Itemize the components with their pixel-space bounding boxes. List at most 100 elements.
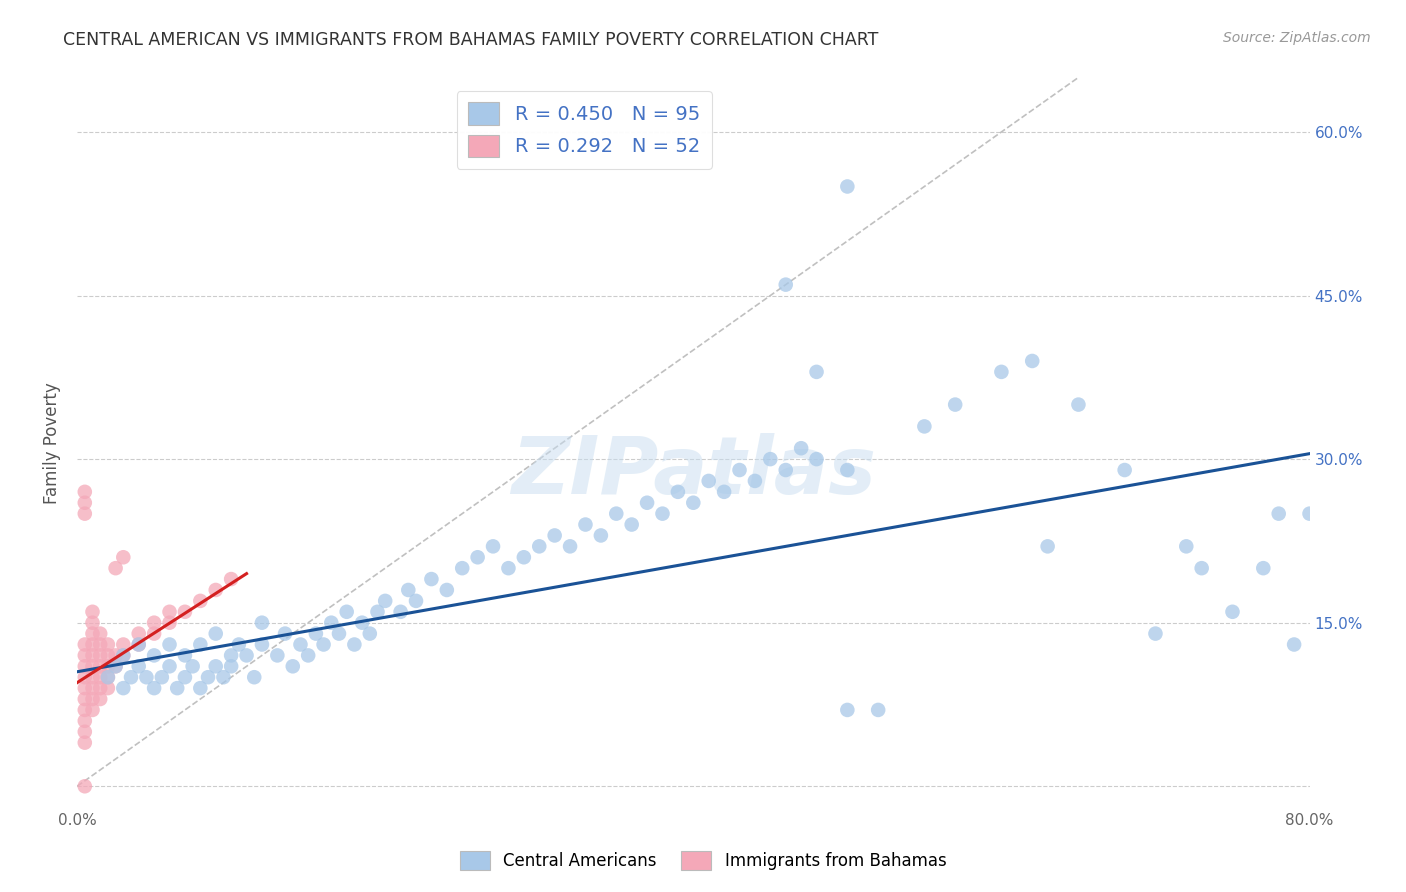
Point [513, 550, 536, 565]
Point [89, 626, 111, 640]
Point [135, 670, 157, 684]
Point [89, 681, 111, 695]
Legend: Central Americans, Immigrants from Bahamas: Central Americans, Immigrants from Baham… [453, 844, 953, 877]
Point [744, 474, 766, 488]
Point [120, 670, 142, 684]
Point [305, 626, 328, 640]
Point [89, 670, 111, 684]
Point [912, 419, 935, 434]
Point [73, 638, 96, 652]
Point [405, 594, 427, 608]
Point [112, 648, 135, 663]
Point [204, 626, 226, 640]
Point [498, 561, 520, 575]
Point [775, 277, 797, 292]
Point [436, 582, 458, 597]
Point [204, 659, 226, 673]
Point [212, 670, 235, 684]
Point [1191, 561, 1213, 575]
Point [1267, 507, 1289, 521]
Point [97, 648, 120, 663]
Point [97, 659, 120, 673]
Point [759, 452, 782, 467]
Point [374, 594, 396, 608]
Point [89, 638, 111, 652]
Point [188, 638, 211, 652]
Point [204, 582, 226, 597]
Point [73, 484, 96, 499]
Point [359, 626, 381, 640]
Point [713, 484, 735, 499]
Point [274, 626, 297, 640]
Point [82, 626, 104, 640]
Point [321, 615, 343, 630]
Point [366, 605, 388, 619]
Point [420, 572, 443, 586]
Point [543, 528, 565, 542]
Point [97, 681, 120, 695]
Point [1021, 354, 1043, 368]
Point [188, 594, 211, 608]
Point [97, 638, 120, 652]
Point [97, 670, 120, 684]
Point [990, 365, 1012, 379]
Point [73, 648, 96, 663]
Point [228, 638, 250, 652]
Point [682, 496, 704, 510]
Point [143, 626, 166, 640]
Point [1144, 626, 1167, 640]
Point [775, 463, 797, 477]
Point [159, 659, 181, 673]
Point [174, 670, 197, 684]
Point [174, 648, 197, 663]
Point [328, 626, 350, 640]
Point [352, 615, 374, 630]
Point [837, 463, 859, 477]
Point [1067, 398, 1090, 412]
Point [166, 681, 188, 695]
Point [82, 605, 104, 619]
Point [82, 670, 104, 684]
Point [73, 659, 96, 673]
Point [1282, 638, 1305, 652]
Point [188, 681, 211, 695]
Point [159, 605, 181, 619]
Point [620, 517, 643, 532]
Point [159, 638, 181, 652]
Point [1114, 463, 1136, 477]
Point [143, 615, 166, 630]
Point [389, 605, 412, 619]
Point [143, 648, 166, 663]
Text: CENTRAL AMERICAN VS IMMIGRANTS FROM BAHAMAS FAMILY POVERTY CORRELATION CHART: CENTRAL AMERICAN VS IMMIGRANTS FROM BAHA… [63, 31, 879, 49]
Point [73, 692, 96, 706]
Point [82, 648, 104, 663]
Point [943, 398, 966, 412]
Point [104, 659, 127, 673]
Point [82, 692, 104, 706]
Point [73, 703, 96, 717]
Point [89, 648, 111, 663]
Point [243, 670, 266, 684]
Point [219, 572, 242, 586]
Point [290, 638, 312, 652]
Point [82, 681, 104, 695]
Point [868, 703, 890, 717]
Point [89, 659, 111, 673]
Point [806, 365, 828, 379]
Point [82, 615, 104, 630]
Point [343, 638, 366, 652]
Point [128, 638, 150, 652]
Point [143, 681, 166, 695]
Point [1175, 540, 1198, 554]
Text: Source: ZipAtlas.com: Source: ZipAtlas.com [1223, 31, 1371, 45]
Point [174, 605, 197, 619]
Point [181, 659, 204, 673]
Point [312, 638, 335, 652]
Point [97, 670, 120, 684]
Point [396, 582, 419, 597]
Point [219, 659, 242, 673]
Point [558, 540, 581, 554]
Point [266, 648, 288, 663]
Point [297, 648, 319, 663]
Point [82, 703, 104, 717]
